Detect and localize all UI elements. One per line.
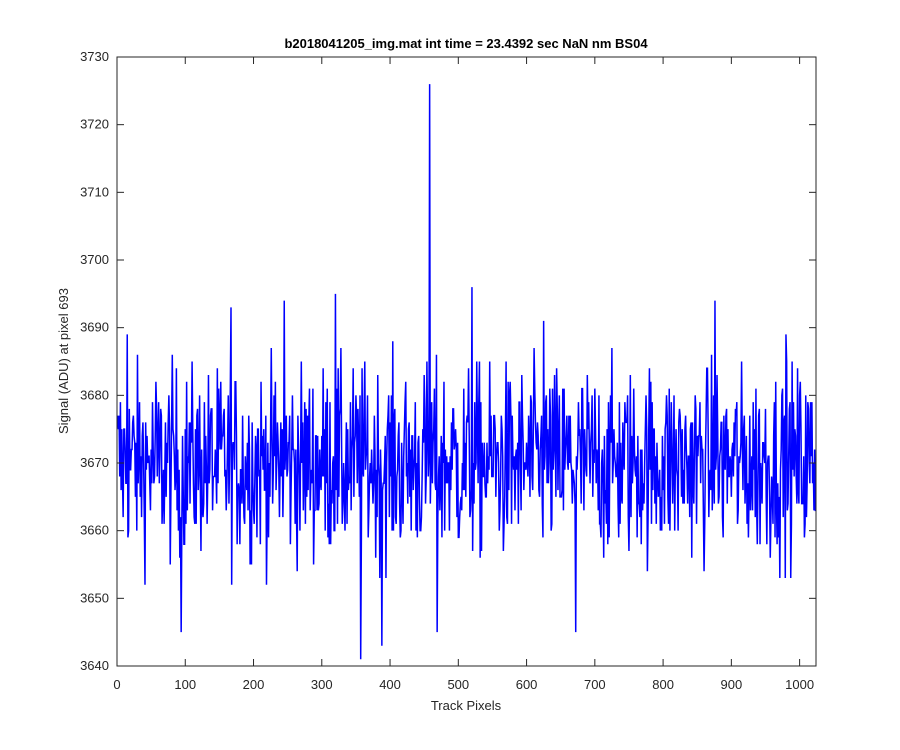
y-tick-label: 3650 xyxy=(80,590,109,605)
plot-area xyxy=(117,57,816,666)
y-tick-label: 3670 xyxy=(80,455,109,470)
y-tick-label: 3680 xyxy=(80,387,109,402)
signal-series-line xyxy=(116,84,817,660)
y-tick-label: 3720 xyxy=(80,117,109,132)
x-tick-label: 0 xyxy=(113,677,120,692)
y-tick-label: 3730 xyxy=(80,49,109,64)
x-tick-label: 300 xyxy=(311,677,333,692)
y-tick-label: 3690 xyxy=(80,320,109,335)
chart-title: b2018041205_img.mat int time = 23.4392 s… xyxy=(284,36,648,51)
x-axis-title: Track Pixels xyxy=(431,698,502,713)
y-tick-label: 3700 xyxy=(80,252,109,267)
x-axis: 0 100 200 300 400 500 600 700 800 900 1000 xyxy=(113,57,814,692)
x-tick-label: 700 xyxy=(584,677,606,692)
x-tick-label: 1000 xyxy=(785,677,814,692)
x-tick-label: 600 xyxy=(516,677,538,692)
x-tick-label: 800 xyxy=(652,677,674,692)
x-tick-label: 900 xyxy=(721,677,743,692)
x-tick-label: 100 xyxy=(174,677,196,692)
y-tick-label: 3660 xyxy=(80,523,109,538)
plot-frame xyxy=(116,56,817,667)
y-tick-label: 3640 xyxy=(80,658,109,673)
x-tick-label: 400 xyxy=(379,677,401,692)
series-layer xyxy=(116,84,817,660)
x-tick-label: 500 xyxy=(447,677,469,692)
y-axis-title: Signal (ADU) at pixel 693 xyxy=(56,288,71,434)
y-axis: 3640 3650 3660 3670 3680 3690 3700 3710 3720 3730 xyxy=(80,49,816,673)
x-tick-label: 200 xyxy=(243,677,265,692)
y-tick-label: 3710 xyxy=(80,184,109,199)
